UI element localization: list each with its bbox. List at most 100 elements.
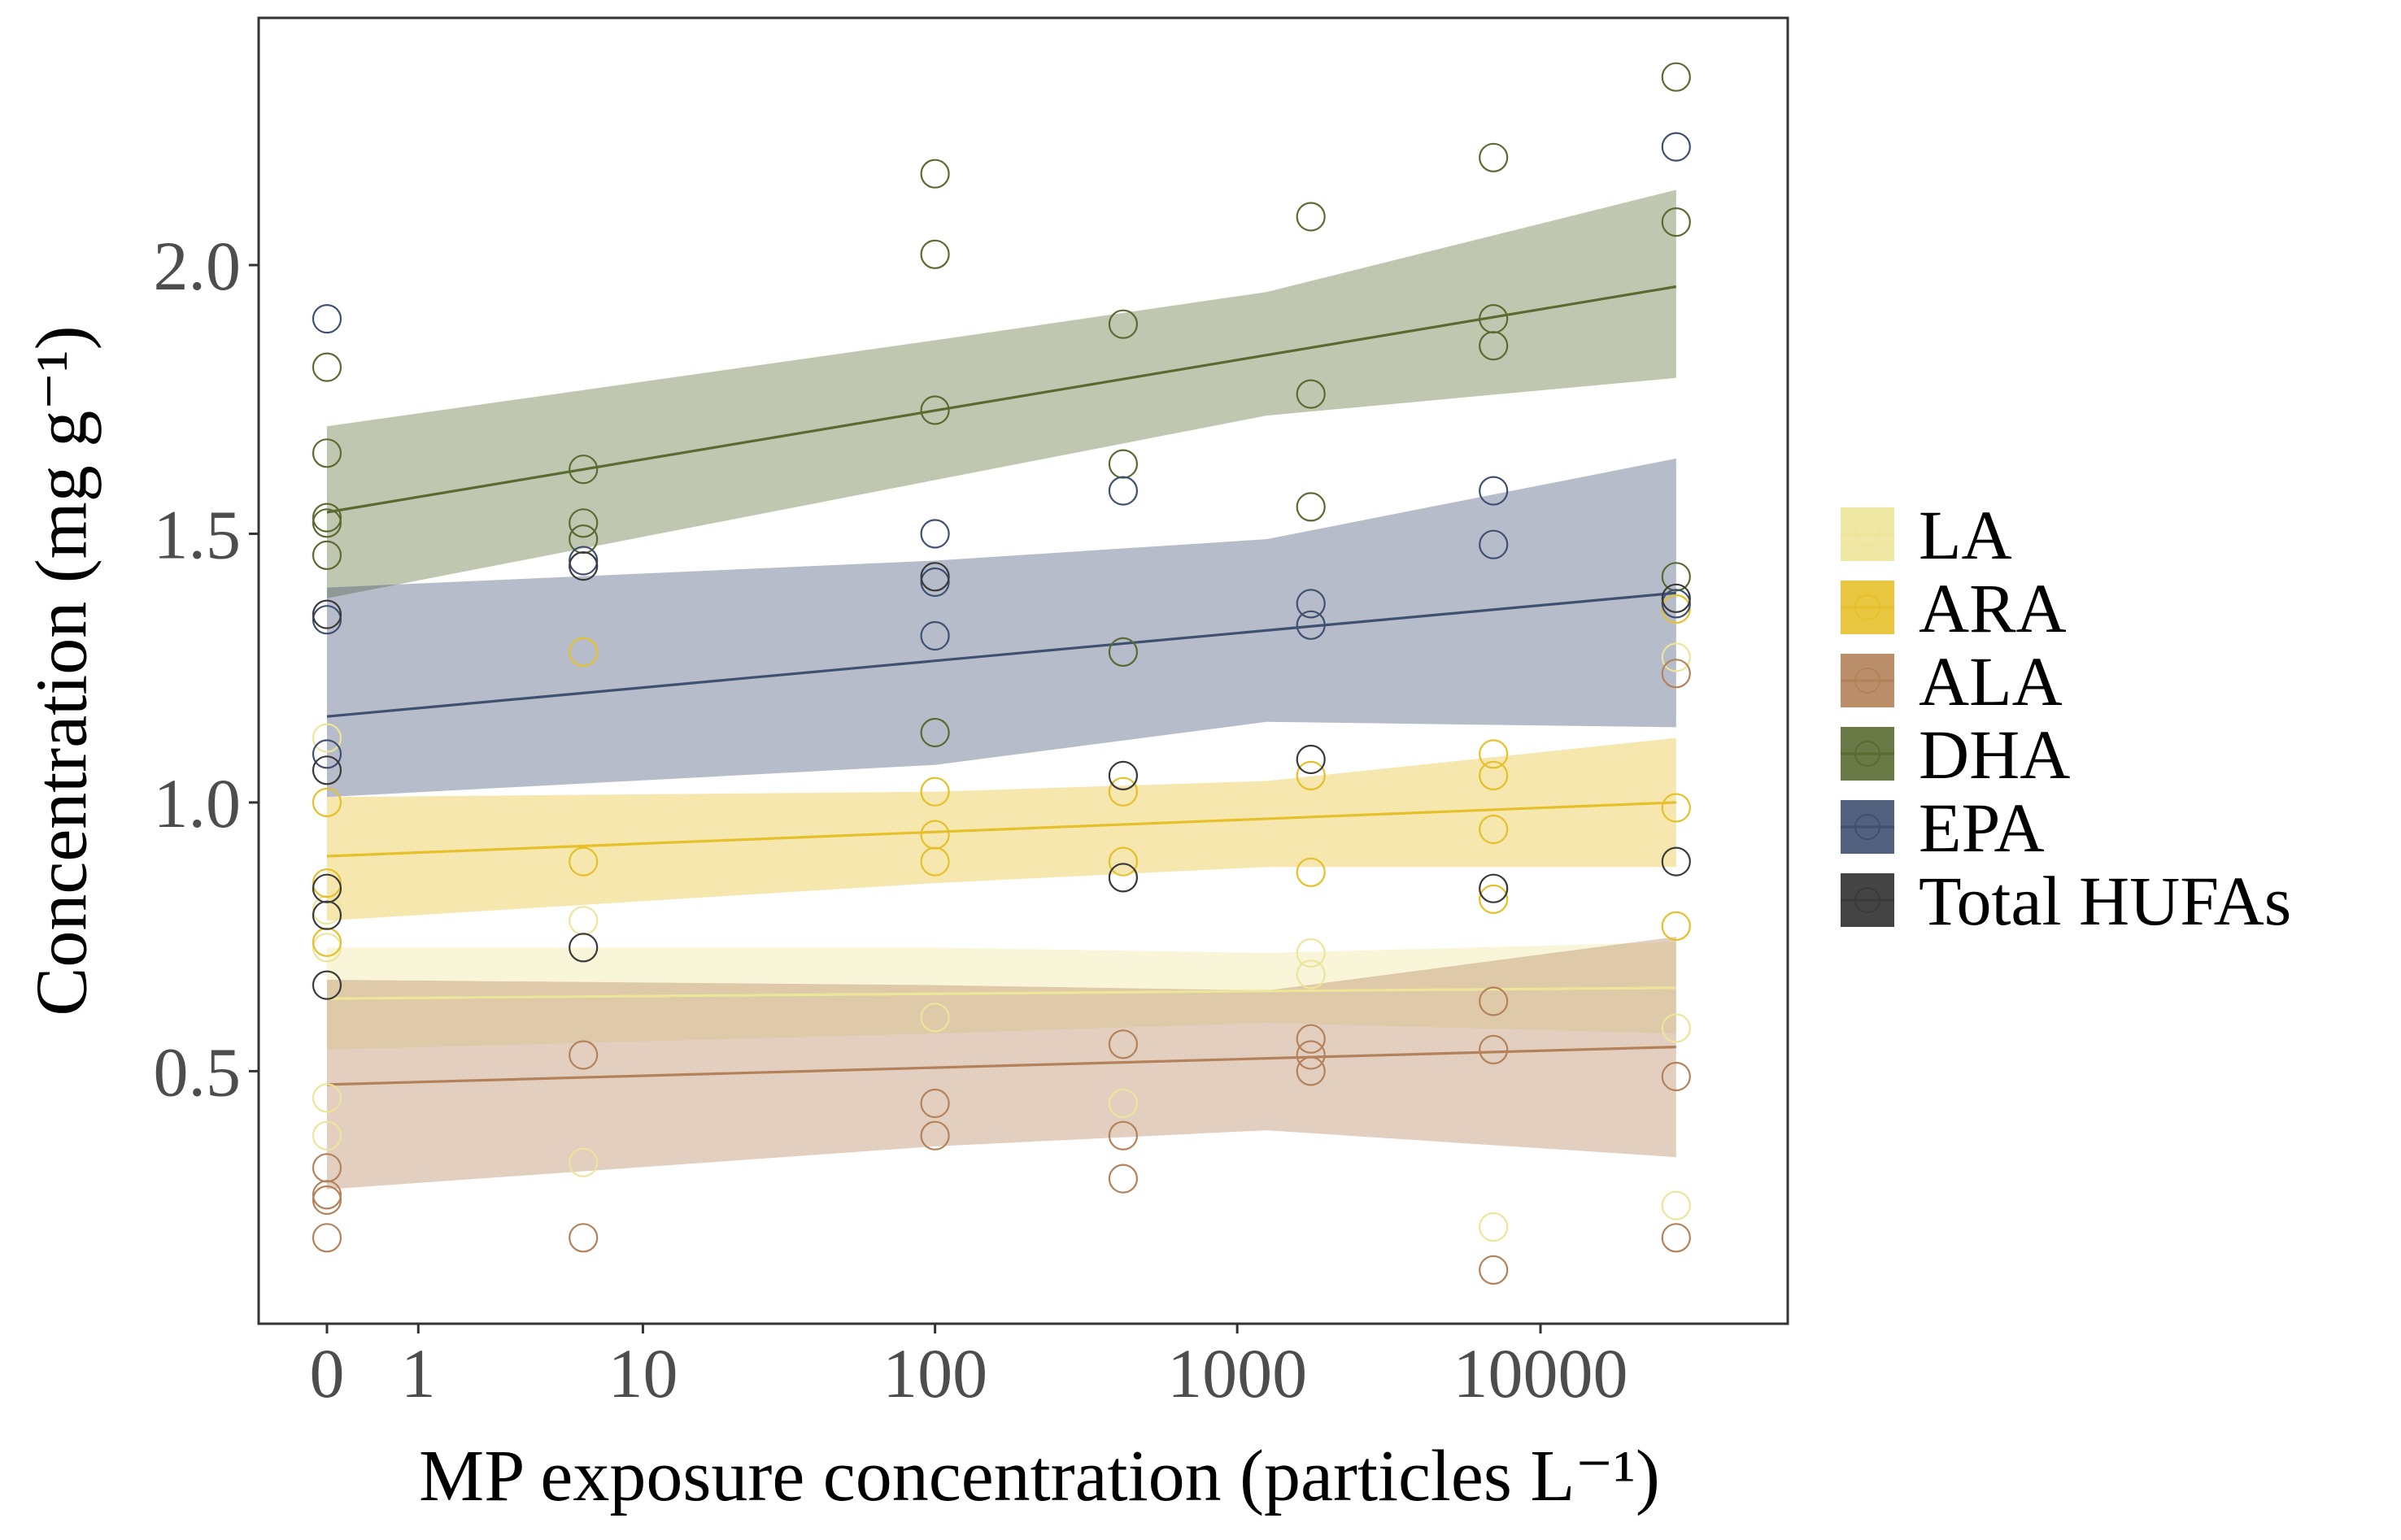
point-ala xyxy=(1108,1120,1139,1151)
band-ala xyxy=(327,937,1676,1190)
point-dha xyxy=(1296,379,1326,409)
point-dha xyxy=(1108,309,1139,339)
point-total-hufas xyxy=(1108,760,1139,791)
band-dha xyxy=(327,189,1676,598)
point-ara xyxy=(569,637,599,668)
point-epa xyxy=(312,739,342,769)
point-dha xyxy=(312,438,342,468)
legend-key-point-total-hufas xyxy=(1854,887,1880,913)
point-epa xyxy=(920,567,950,598)
point-dha xyxy=(920,239,950,269)
point-ara xyxy=(312,868,342,898)
point-la xyxy=(312,933,342,963)
point-ara xyxy=(1296,857,1326,887)
point-la xyxy=(1661,642,1691,672)
data-points xyxy=(312,62,1691,1286)
band-la xyxy=(327,942,1676,1050)
point-ala xyxy=(1108,1164,1139,1194)
point-epa xyxy=(1296,610,1326,640)
legend-key-point-ala xyxy=(1854,668,1880,694)
point-dha xyxy=(1661,62,1691,92)
point-ala xyxy=(1479,1034,1509,1065)
point-ala xyxy=(1296,1056,1326,1086)
point-dha xyxy=(1479,142,1509,172)
point-ala xyxy=(1661,1223,1691,1253)
point-dha xyxy=(920,717,950,748)
point-total-hufas xyxy=(1108,863,1139,893)
point-ara xyxy=(1108,777,1139,807)
y-tick-label: 1.0 xyxy=(154,764,242,842)
x-axis-title: MP exposure concentration (particles L⁻¹… xyxy=(419,1436,1660,1516)
legend-label-ara: ARA xyxy=(1919,569,2067,647)
point-la xyxy=(1479,1212,1509,1242)
point-ara xyxy=(1479,814,1509,845)
point-ara xyxy=(1296,760,1326,791)
panel-border xyxy=(257,16,1789,1325)
point-ara xyxy=(920,820,950,850)
point-ala xyxy=(1479,1255,1509,1286)
point-dha xyxy=(1108,637,1139,668)
point-epa xyxy=(1479,529,1509,559)
legend-label-la: LA xyxy=(1919,496,2012,574)
point-dha xyxy=(1479,304,1509,334)
fit-line-la xyxy=(326,986,1676,1000)
point-la xyxy=(569,906,599,936)
point-epa xyxy=(920,519,950,549)
point-ala xyxy=(312,1223,342,1253)
point-ara xyxy=(1661,793,1691,823)
confidence-bands xyxy=(327,189,1676,1190)
point-ala xyxy=(1296,1040,1326,1070)
point-epa xyxy=(1479,476,1509,506)
point-ala xyxy=(569,1223,599,1253)
point-ara xyxy=(1661,594,1691,624)
point-la xyxy=(920,1003,950,1033)
point-la xyxy=(569,1147,599,1177)
point-la xyxy=(1296,959,1326,990)
fit-lines xyxy=(326,285,1677,1086)
point-total-hufas xyxy=(312,873,342,903)
point-ala xyxy=(1661,659,1691,689)
x-tick-label: 10 xyxy=(608,1334,678,1412)
point-ala xyxy=(1479,986,1509,1016)
point-ara xyxy=(1661,911,1691,942)
point-epa xyxy=(1661,589,1691,619)
point-total-hufas xyxy=(1661,583,1691,613)
point-total-hufas xyxy=(1479,873,1509,903)
point-total-hufas xyxy=(920,562,950,592)
point-dha xyxy=(312,508,342,538)
point-dha xyxy=(920,395,950,425)
point-ara xyxy=(312,787,342,818)
point-ara xyxy=(1479,760,1509,791)
point-ala xyxy=(920,1088,950,1119)
point-epa xyxy=(312,304,342,334)
point-dha xyxy=(1296,202,1326,232)
point-la xyxy=(1661,1013,1691,1043)
point-ara xyxy=(569,846,599,877)
point-total-hufas xyxy=(1661,846,1691,877)
point-dha xyxy=(1661,207,1691,237)
point-dha xyxy=(1108,449,1139,479)
point-ala xyxy=(920,1120,950,1151)
y-axis-title: Concentration (mg g⁻¹) xyxy=(22,325,102,1016)
point-la xyxy=(1296,937,1326,968)
point-ara xyxy=(1479,739,1509,769)
point-dha xyxy=(920,159,950,189)
point-ala xyxy=(1661,1061,1691,1092)
legend-key-point-la xyxy=(1854,521,1880,547)
point-ala xyxy=(1108,1029,1139,1059)
point-dha xyxy=(312,352,342,382)
point-epa xyxy=(569,546,599,576)
legend-label-total-hufas: Total HUFAs xyxy=(1919,862,2291,940)
point-ala xyxy=(1296,1024,1326,1054)
point-ala xyxy=(569,1040,599,1070)
point-ara xyxy=(1479,884,1509,915)
point-la xyxy=(312,1083,342,1113)
fit-line-dha xyxy=(326,285,1677,514)
x-tick-label: 10000 xyxy=(1453,1334,1628,1412)
point-total-hufas xyxy=(312,970,342,1000)
x-tick-label: 100 xyxy=(882,1334,987,1412)
point-total-hufas xyxy=(569,550,599,581)
